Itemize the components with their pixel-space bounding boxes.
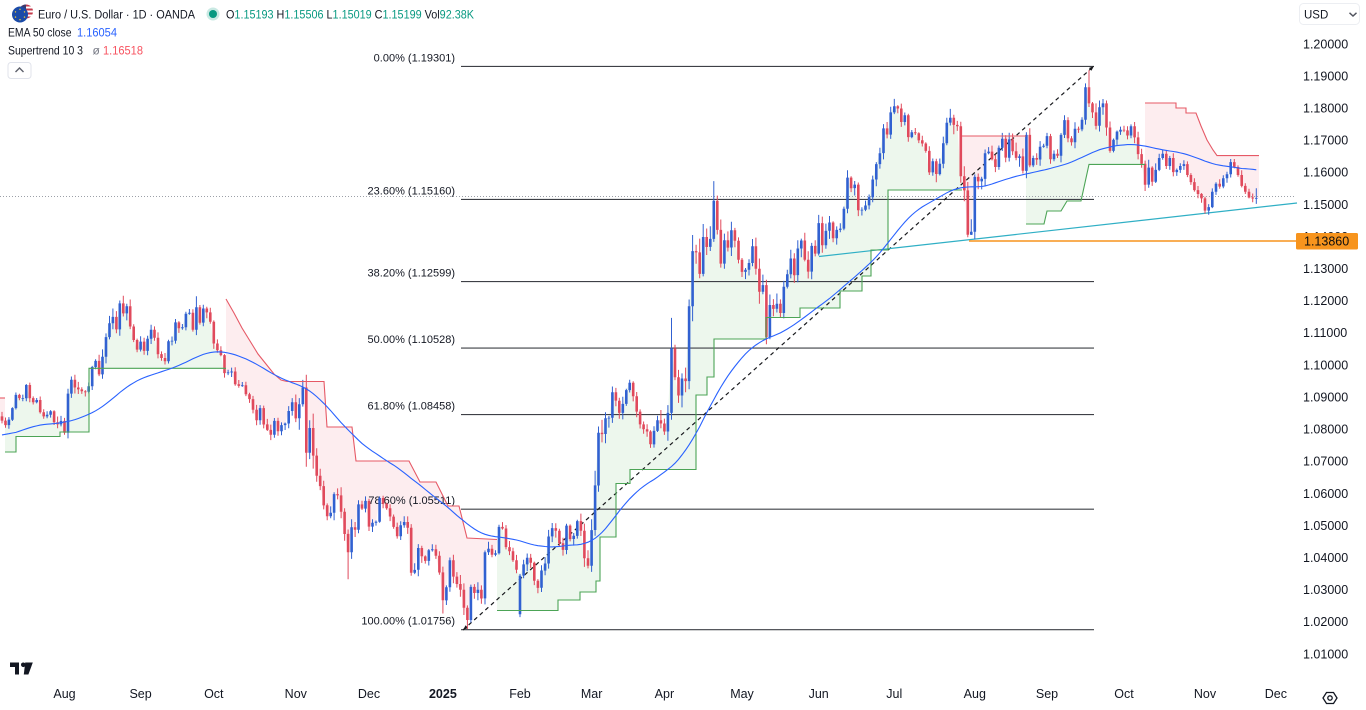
svg-text:May: May	[730, 687, 754, 701]
svg-text:EMA 50 close: EMA 50 close	[8, 26, 72, 40]
svg-text:1.17000: 1.17000	[1303, 134, 1348, 148]
svg-text:Jul: Jul	[886, 687, 902, 701]
svg-text:1.19000: 1.19000	[1303, 69, 1348, 83]
svg-text:100.00% (1.01756): 100.00% (1.01756)	[361, 616, 455, 628]
svg-text:USD: USD	[1304, 10, 1328, 22]
svg-text:Feb: Feb	[509, 687, 531, 701]
svg-text:Mar: Mar	[581, 687, 603, 701]
svg-text:1.08000: 1.08000	[1303, 423, 1348, 437]
svg-text:50.00% (1.10528): 50.00% (1.10528)	[368, 334, 455, 346]
svg-text:Aug: Aug	[53, 687, 75, 701]
svg-text:1.15000: 1.15000	[1303, 198, 1348, 212]
svg-text:1.01000: 1.01000	[1303, 647, 1348, 661]
svg-text:O1.15193 H1.15506 L1.15019 C1.: O1.15193 H1.15506 L1.15019 C1.15199 Vol9…	[226, 8, 474, 22]
svg-text:Dec: Dec	[1265, 687, 1287, 701]
svg-text:1.12000: 1.12000	[1303, 294, 1348, 308]
svg-text:2025: 2025	[429, 687, 457, 701]
svg-text:1.07000: 1.07000	[1303, 455, 1348, 469]
svg-text:78.60% (1.05511): 78.60% (1.05511)	[368, 495, 455, 507]
svg-text:Nov: Nov	[1194, 687, 1217, 701]
svg-text:38.20% (1.12599): 38.20% (1.12599)	[368, 268, 455, 280]
svg-text:1.20000: 1.20000	[1303, 37, 1348, 51]
svg-text:Supertrend 10 3: Supertrend 10 3	[8, 44, 83, 58]
svg-text:1.18000: 1.18000	[1303, 102, 1348, 116]
svg-text:1.16000: 1.16000	[1303, 166, 1348, 180]
svg-text:23.60% (1.15160): 23.60% (1.15160)	[368, 185, 455, 197]
svg-text:1.13860: 1.13860	[1304, 235, 1349, 249]
svg-text:1.05000: 1.05000	[1303, 519, 1348, 533]
svg-text:61.80% (1.08458): 61.80% (1.08458)	[368, 401, 455, 413]
svg-text:1.04000: 1.04000	[1303, 551, 1348, 565]
svg-text:1.06000: 1.06000	[1303, 487, 1348, 501]
svg-text:Sep: Sep	[1036, 687, 1058, 701]
svg-text:1.03000: 1.03000	[1303, 583, 1348, 597]
svg-text:Euro / U.S. Dollar · 1D · OAND: Euro / U.S. Dollar · 1D · OANDA	[38, 8, 196, 22]
svg-text:Dec: Dec	[358, 687, 380, 701]
svg-text:Oct: Oct	[1114, 687, 1134, 701]
svg-text:Oct: Oct	[204, 687, 224, 701]
svg-text:1.16518: 1.16518	[103, 44, 143, 58]
svg-text:1.09000: 1.09000	[1303, 391, 1348, 405]
svg-text:Jun: Jun	[809, 687, 829, 701]
svg-text:Nov: Nov	[285, 687, 308, 701]
svg-text:ø: ø	[93, 44, 101, 58]
svg-text:Aug: Aug	[964, 687, 986, 701]
svg-text:Sep: Sep	[129, 687, 151, 701]
svg-text:0.00% (1.19301): 0.00% (1.19301)	[374, 52, 455, 64]
svg-text:1.10000: 1.10000	[1303, 358, 1348, 372]
svg-text:1.02000: 1.02000	[1303, 615, 1348, 629]
svg-text:Apr: Apr	[655, 687, 674, 701]
svg-text:1.16054: 1.16054	[77, 26, 117, 40]
svg-text:1.11000: 1.11000	[1303, 326, 1347, 340]
svg-text:1.13000: 1.13000	[1303, 262, 1348, 276]
